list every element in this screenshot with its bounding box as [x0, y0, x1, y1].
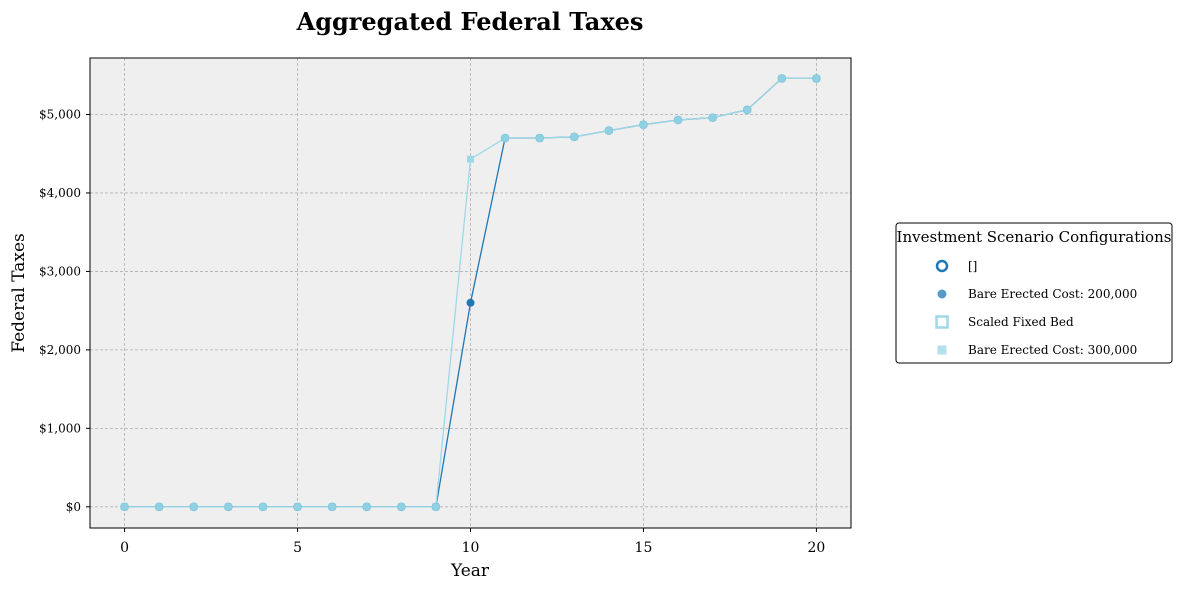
y-axis-ticks: $0 $1,000 $2,000 $3,000 $4,000 $5,000 — [39, 107, 90, 514]
legend-label: [] — [968, 259, 977, 273]
overlay-point — [673, 115, 683, 125]
overlay-point — [742, 105, 752, 115]
series-2-point — [467, 155, 474, 163]
legend: Investment Scenario Configurations [] Bar… — [895, 222, 1173, 364]
legend-entries: [] Bare Erected Cost: 200,000 Scaled Fixed… — [935, 259, 1137, 357]
overlay-point — [777, 74, 787, 83]
y-axis-label: Federal Taxes — [9, 233, 29, 353]
legend-marker-circle — [937, 289, 947, 299]
overlay-point — [327, 502, 337, 512]
overlay-point — [535, 133, 544, 143]
overlay-point — [258, 502, 268, 512]
overlay-point — [293, 502, 302, 512]
overlay-point — [189, 502, 199, 512]
y-tick-label: $4,000 — [39, 186, 81, 200]
overlay-point — [500, 133, 510, 143]
legend-marker-square — [937, 345, 947, 355]
x-tick-label: 10 — [462, 540, 480, 556]
overlay-point — [397, 502, 406, 512]
legend-marker-open-square — [935, 315, 949, 329]
overlay-point — [639, 120, 648, 129]
x-axis-ticks: 0 5 10 15 20 — [120, 528, 825, 556]
overlay-point — [154, 502, 164, 512]
x-tick-label: 15 — [635, 540, 653, 556]
overlay-point — [362, 502, 372, 512]
series-1-point — [466, 298, 475, 307]
overlay-point — [120, 502, 129, 512]
overlay-point — [431, 502, 441, 512]
legend-label: Bare Erected Cost: 200,000 — [968, 287, 1137, 301]
overlay-point — [569, 132, 579, 142]
x-tick-label: 20 — [807, 540, 825, 556]
y-tick-label: $2,000 — [39, 343, 81, 357]
legend-label: Bare Erected Cost: 300,000 — [968, 343, 1137, 357]
legend-box — [895, 222, 1173, 364]
legend-marker-open-circle — [935, 259, 949, 273]
y-tick-label: $1,000 — [39, 421, 81, 435]
legend-title: Investment Scenario Configurations — [897, 228, 1172, 246]
y-tick-label: $5,000 — [39, 107, 81, 121]
x-tick-label: 5 — [293, 540, 302, 556]
series-layer — [120, 74, 821, 512]
overlay-point — [604, 126, 614, 135]
y-tick-label: $0 — [66, 500, 81, 514]
x-tick-label: 0 — [120, 540, 129, 556]
overlay-point — [224, 502, 233, 512]
x-axis-label: Year — [450, 561, 490, 581]
overlay-point — [708, 113, 717, 122]
legend-label: Scaled Fixed Bed — [968, 315, 1074, 329]
chart-title: Aggregated Federal Taxes — [296, 7, 644, 36]
overlay-point — [812, 74, 821, 83]
y-tick-label: $3,000 — [39, 264, 81, 278]
